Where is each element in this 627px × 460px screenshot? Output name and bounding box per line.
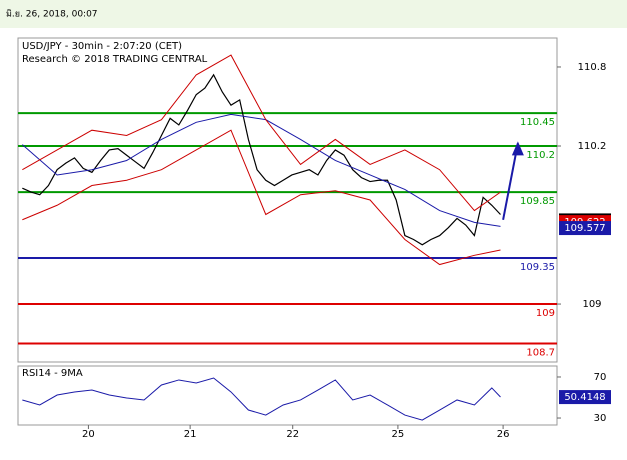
series-line: [22, 73, 501, 246]
x-tick-label: 20: [82, 429, 95, 440]
chart-title: USD/JPY - 30min - 2:07:20 (CET): [22, 41, 182, 52]
rsi-panel: [17, 365, 558, 426]
level-label: 110.2: [526, 150, 555, 161]
y-tick-label: 110.8: [578, 62, 607, 73]
series-line: [22, 377, 501, 421]
x-tick-label: 25: [392, 429, 405, 440]
level-label: 110.45: [520, 117, 555, 128]
level-label: 108.7: [526, 348, 555, 359]
price-panel: [17, 37, 558, 363]
y-tick-label: 110.2: [578, 141, 607, 152]
chart-subtitle: Research © 2018 TRADING CENTRAL: [22, 54, 208, 65]
rsi-label: RSI14 - 9MA: [22, 368, 83, 379]
rsi-tick-label: 30: [594, 413, 607, 424]
x-tick-label: 22: [286, 429, 299, 440]
price-badge: [559, 221, 611, 236]
level-label: 109: [536, 308, 555, 319]
rsi-badge: [559, 390, 611, 405]
series-line: [502, 143, 519, 220]
level-label: 109.35: [520, 262, 555, 273]
series-line: [22, 129, 501, 266]
rsi-tick-label: 70: [594, 372, 607, 383]
y-tick-label: 109: [582, 299, 601, 310]
level-label: 109.85: [520, 196, 555, 207]
x-tick-label: 21: [184, 429, 197, 440]
x-tick-label: 26: [497, 429, 510, 440]
date: มิ.ย. 26, 2018, 00:07: [6, 9, 98, 20]
series-line: [22, 54, 501, 212]
price-badge-label: 109.577: [564, 223, 605, 234]
top-bar: [0, 0, 627, 28]
arrow-head: [511, 141, 524, 156]
rsi-badge-label: 50.4148: [564, 392, 605, 403]
